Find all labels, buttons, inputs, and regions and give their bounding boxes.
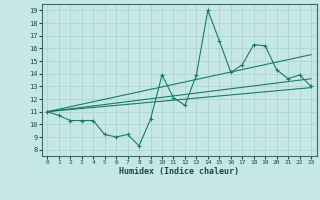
X-axis label: Humidex (Indice chaleur): Humidex (Indice chaleur) [119, 167, 239, 176]
